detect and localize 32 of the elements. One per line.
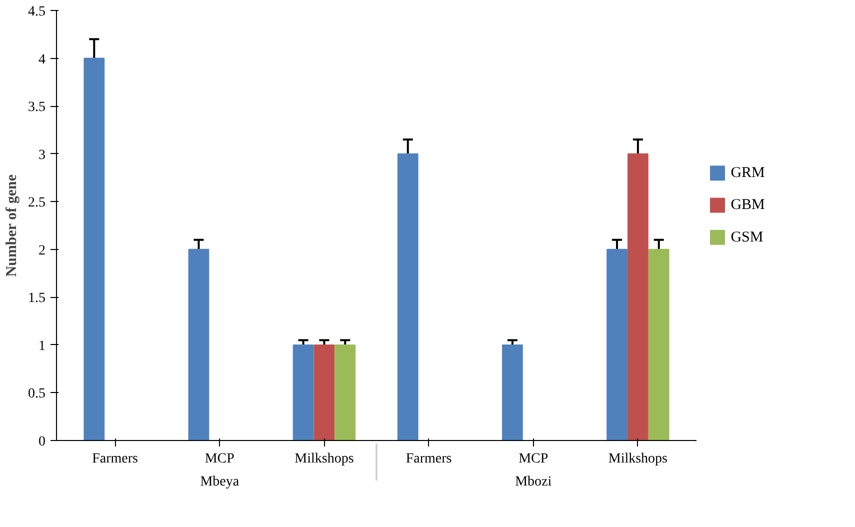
- bar: [606, 248, 628, 440]
- bar: [292, 344, 314, 440]
- text: Mbeya: [200, 474, 240, 490]
- y-tick-label: 1.5: [28, 291, 46, 306]
- legend-label: GBM: [730, 197, 765, 214]
- y-tick-label: 4: [38, 52, 46, 68]
- bar: [397, 153, 418, 440]
- y-tick-label: 1: [38, 338, 46, 354]
- text: Mbozi: [515, 474, 552, 490]
- y-tick-label: 4.5: [28, 4, 46, 20]
- legend-label: GRM: [730, 165, 765, 182]
- x-tick-label: Farmers: [92, 452, 138, 466]
- y-tick-label: 2.5: [28, 196, 46, 211]
- legend-label: GSM: [730, 229, 764, 246]
- y-tick-label: 0: [38, 434, 46, 450]
- x-tick-label: Farmers: [406, 452, 452, 466]
- bar: [628, 153, 648, 440]
- y-tick-label: 2: [38, 243, 46, 258]
- x-tick-label: MCP: [518, 452, 548, 466]
- bar: [84, 58, 105, 440]
- y-tick-label: 3: [38, 148, 46, 163]
- x-tick-label: Milkshops: [294, 452, 354, 466]
- bar: [334, 344, 356, 440]
- bar: [502, 344, 523, 440]
- bar: [188, 248, 210, 440]
- y-axis-title: Number of gene: [4, 174, 20, 277]
- x-tick-label: MCP: [204, 452, 235, 466]
- bar: [314, 344, 335, 440]
- y-tick-label: 0.5: [28, 386, 46, 402]
- y-tick-label: 3.5: [28, 100, 46, 116]
- x-tick-label: Milkshops: [608, 452, 668, 466]
- bar: [648, 248, 670, 440]
